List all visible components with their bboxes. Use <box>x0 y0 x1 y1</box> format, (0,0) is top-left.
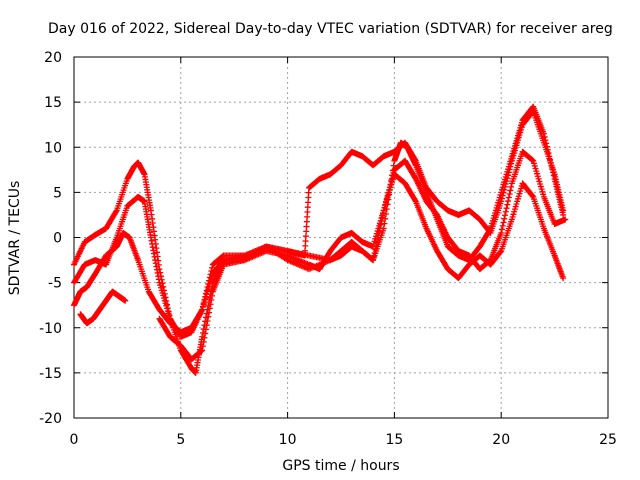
y-tick-label: -20 <box>39 411 62 427</box>
x-axis-label: GPS time / hours <box>282 458 399 474</box>
series-track-2 <box>71 108 567 340</box>
series-track-3 <box>71 148 569 336</box>
x-tick-label: 0 <box>70 432 79 448</box>
y-tick-label: 15 <box>44 95 62 111</box>
axis-ticks: 0 5 10 15 20 25 -20 -15 -10 -5 0 5 10 15 20 <box>39 50 617 448</box>
x-tick-label: 20 <box>492 432 510 448</box>
chart-title: Day 016 of 2022, Sidereal Day-to-day VTE… <box>48 21 613 37</box>
data-point-markers <box>77 171 567 363</box>
y-tick-label: 20 <box>44 50 62 66</box>
series-track-1 <box>71 103 567 376</box>
x-tick-label: 25 <box>599 432 617 448</box>
x-tick-label: 5 <box>176 432 185 448</box>
y-tick-label: -10 <box>39 321 62 337</box>
y-tick-label: 0 <box>53 231 62 247</box>
series-track-4 <box>77 171 567 363</box>
y-axis-label: SDTVAR / TECUs <box>7 181 23 296</box>
data-marks <box>71 103 569 376</box>
y-tick-label: 10 <box>44 140 62 156</box>
y-tick-label: -15 <box>39 366 62 382</box>
data-point-markers <box>71 108 567 340</box>
x-tick-label: 10 <box>279 432 297 448</box>
y-tick-label: 5 <box>53 185 62 201</box>
x-tick-label: 15 <box>385 432 403 448</box>
data-point-markers <box>71 103 567 376</box>
y-tick-label: -5 <box>48 276 62 292</box>
data-point-markers <box>71 148 569 336</box>
